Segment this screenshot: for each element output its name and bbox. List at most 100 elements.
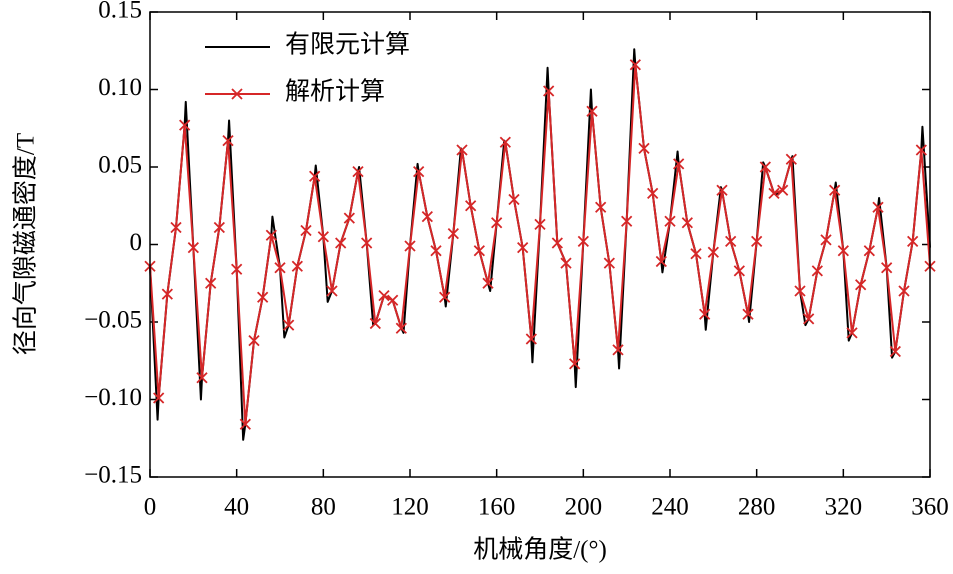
legend-label: 解析计算 <box>285 78 385 106</box>
data-point <box>872 201 884 213</box>
data-point <box>525 333 537 345</box>
data-point <box>179 119 191 131</box>
data-point <box>690 248 702 260</box>
x-tick-label: 160 <box>478 494 516 521</box>
data-point <box>881 262 893 274</box>
data-point <box>213 221 225 234</box>
data-point <box>153 392 165 404</box>
data-point <box>317 231 329 243</box>
data-point <box>205 277 217 289</box>
x-tick-label: 280 <box>738 494 776 521</box>
data-point <box>309 170 321 182</box>
data-point <box>551 237 563 249</box>
data-point <box>586 105 598 117</box>
data-point <box>508 193 520 206</box>
data-point <box>664 215 676 227</box>
data-point <box>499 136 511 148</box>
data-point <box>612 344 624 356</box>
data-point <box>855 279 867 291</box>
data-point <box>456 144 468 156</box>
data-point <box>517 241 529 254</box>
data-point <box>716 184 728 196</box>
data-point <box>638 142 650 155</box>
data-point <box>577 235 589 248</box>
data-point <box>846 327 858 339</box>
data-point <box>560 257 572 269</box>
data-point <box>742 308 754 320</box>
data-point <box>863 245 875 257</box>
data-point <box>335 237 347 249</box>
data-point <box>898 285 910 297</box>
data-point <box>326 285 338 297</box>
data-point <box>404 240 416 252</box>
data-point <box>751 235 763 248</box>
data-point <box>629 59 641 71</box>
data-point <box>707 246 719 258</box>
plot-frame <box>149 11 931 478</box>
data-point <box>222 135 234 147</box>
data-point <box>465 200 477 212</box>
data-point <box>785 153 797 165</box>
data-point <box>369 317 381 330</box>
data-point <box>161 288 173 300</box>
data-point <box>759 161 771 173</box>
y-tick-label: −0.05 <box>84 307 142 334</box>
x-tick-label: 240 <box>651 494 689 521</box>
data-point <box>803 313 815 325</box>
data-point <box>421 210 433 223</box>
x-tick-label: 80 <box>311 494 336 521</box>
data-point <box>491 217 503 229</box>
data-point <box>621 215 633 227</box>
y-tick-label: 0 <box>130 229 143 256</box>
data-point <box>534 218 546 230</box>
y-tick-label: 0.15 <box>98 0 142 24</box>
data-point <box>768 187 780 199</box>
data-point <box>265 229 277 241</box>
data-point <box>777 184 789 196</box>
x-axis-label: 机械角度/(°) <box>473 536 607 564</box>
data-point <box>907 235 919 248</box>
data-point <box>170 221 182 234</box>
data-point <box>681 217 693 229</box>
data-point <box>915 144 927 156</box>
data-point <box>283 319 295 331</box>
data-point <box>300 224 312 237</box>
y-axis-label: 径向气隙磁通密度/T <box>12 133 40 355</box>
y-tick-label: −0.10 <box>84 384 142 411</box>
y-tick-label: 0.10 <box>98 74 142 101</box>
data-point <box>482 277 494 289</box>
data-point <box>387 294 399 306</box>
data-point <box>291 260 303 272</box>
data-point <box>811 265 823 277</box>
data-point <box>733 265 745 277</box>
data-point <box>430 245 442 257</box>
data-point <box>248 334 260 347</box>
data-point <box>655 255 667 268</box>
data-point <box>361 237 373 249</box>
data-point <box>647 187 659 199</box>
x-tick-label: 200 <box>565 494 603 521</box>
data-point <box>343 212 355 224</box>
x-tick-label: 320 <box>825 494 863 521</box>
legend-marker <box>231 88 243 100</box>
data-point <box>274 262 286 274</box>
x-tick-label: 120 <box>391 494 429 521</box>
x-tick-label: 0 <box>144 494 157 521</box>
data-point <box>829 184 841 196</box>
legend-label: 有限元计算 <box>285 31 410 59</box>
data-point <box>413 166 425 178</box>
x-tick-label: 360 <box>911 494 949 521</box>
data-point <box>395 322 407 334</box>
data-point <box>543 85 555 97</box>
data-point <box>473 245 485 257</box>
data-point <box>187 241 199 254</box>
data-point <box>699 308 711 320</box>
data-point <box>231 263 243 275</box>
data-point <box>603 257 615 269</box>
data-point <box>439 291 451 303</box>
data-point <box>569 358 581 370</box>
data-point <box>595 201 607 213</box>
data-point <box>378 290 390 302</box>
